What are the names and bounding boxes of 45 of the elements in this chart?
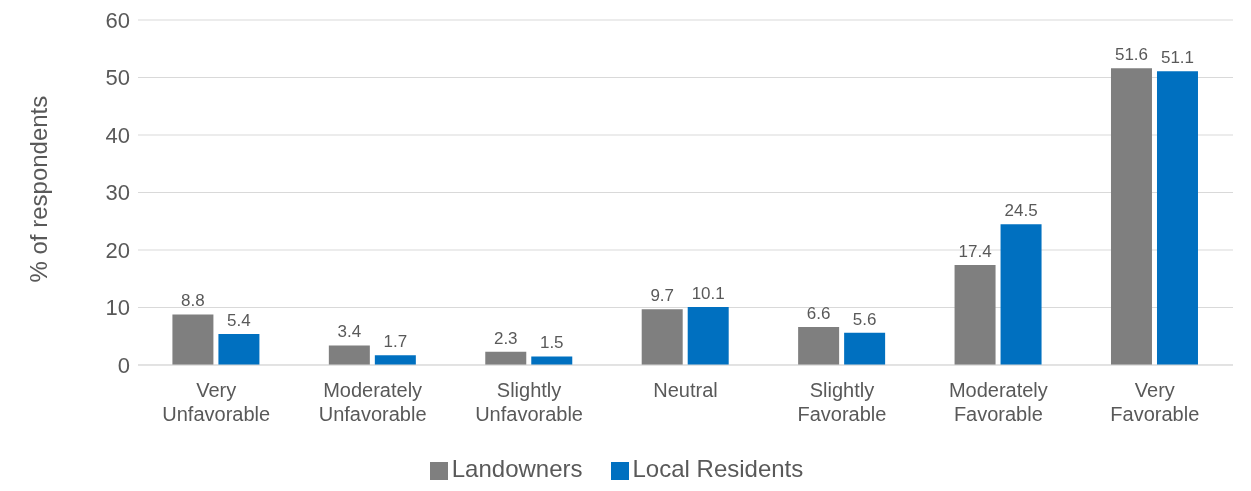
data-label: 3.4 [337,322,362,342]
bar [844,332,886,365]
bar [641,309,683,365]
y-tick-label: 20 [105,237,130,263]
x-tick-label: Moderately Favorable [948,379,1048,425]
bar [172,314,214,365]
x-tick-label: Neutral [653,379,718,401]
bar [531,356,573,365]
bar [1156,71,1198,365]
bar [485,351,527,365]
y-tick-label: 60 [105,7,130,33]
y-axis-title: % of respondents [24,95,52,283]
bar [374,355,416,365]
x-tick-label: Very Unfavorable [162,379,271,425]
y-tick-label: 40 [105,122,130,148]
bar [798,327,840,365]
data-label: 24.5 [1004,201,1038,221]
y-tick-label: 10 [105,295,130,321]
bar [328,345,370,365]
data-label: 51.6 [1114,45,1149,65]
data-label: 17.4 [958,241,992,261]
bar [1000,224,1042,365]
data-label: 1.5 [539,333,564,353]
x-tick-label: Very Favorable [1110,379,1200,425]
data-label: 1.7 [383,332,408,352]
legend-label: Landowners [451,455,583,482]
data-label: 51.1 [1160,48,1195,68]
y-tick-label: 50 [105,65,130,91]
data-label: 8.8 [181,291,205,311]
x-tick-label: Slightly Favorable [797,379,887,425]
bar [1110,68,1152,365]
data-label: 5.6 [852,309,877,329]
bar [687,306,729,365]
legend-label: Local Residents [632,455,804,482]
bar [218,333,260,365]
x-tick-label: Moderately Unfavorable [318,379,427,425]
y-tick-label: 30 [105,180,130,206]
data-label: 2.3 [493,328,518,348]
data-label: 9.7 [650,286,675,306]
data-label: 6.6 [806,304,831,324]
y-tick-label: 0 [117,352,130,378]
data-label: 5.4 [227,310,251,330]
data-label: 10.1 [691,283,725,303]
x-tick-label: Slightly Unfavorable [475,379,583,425]
bar [954,264,996,365]
